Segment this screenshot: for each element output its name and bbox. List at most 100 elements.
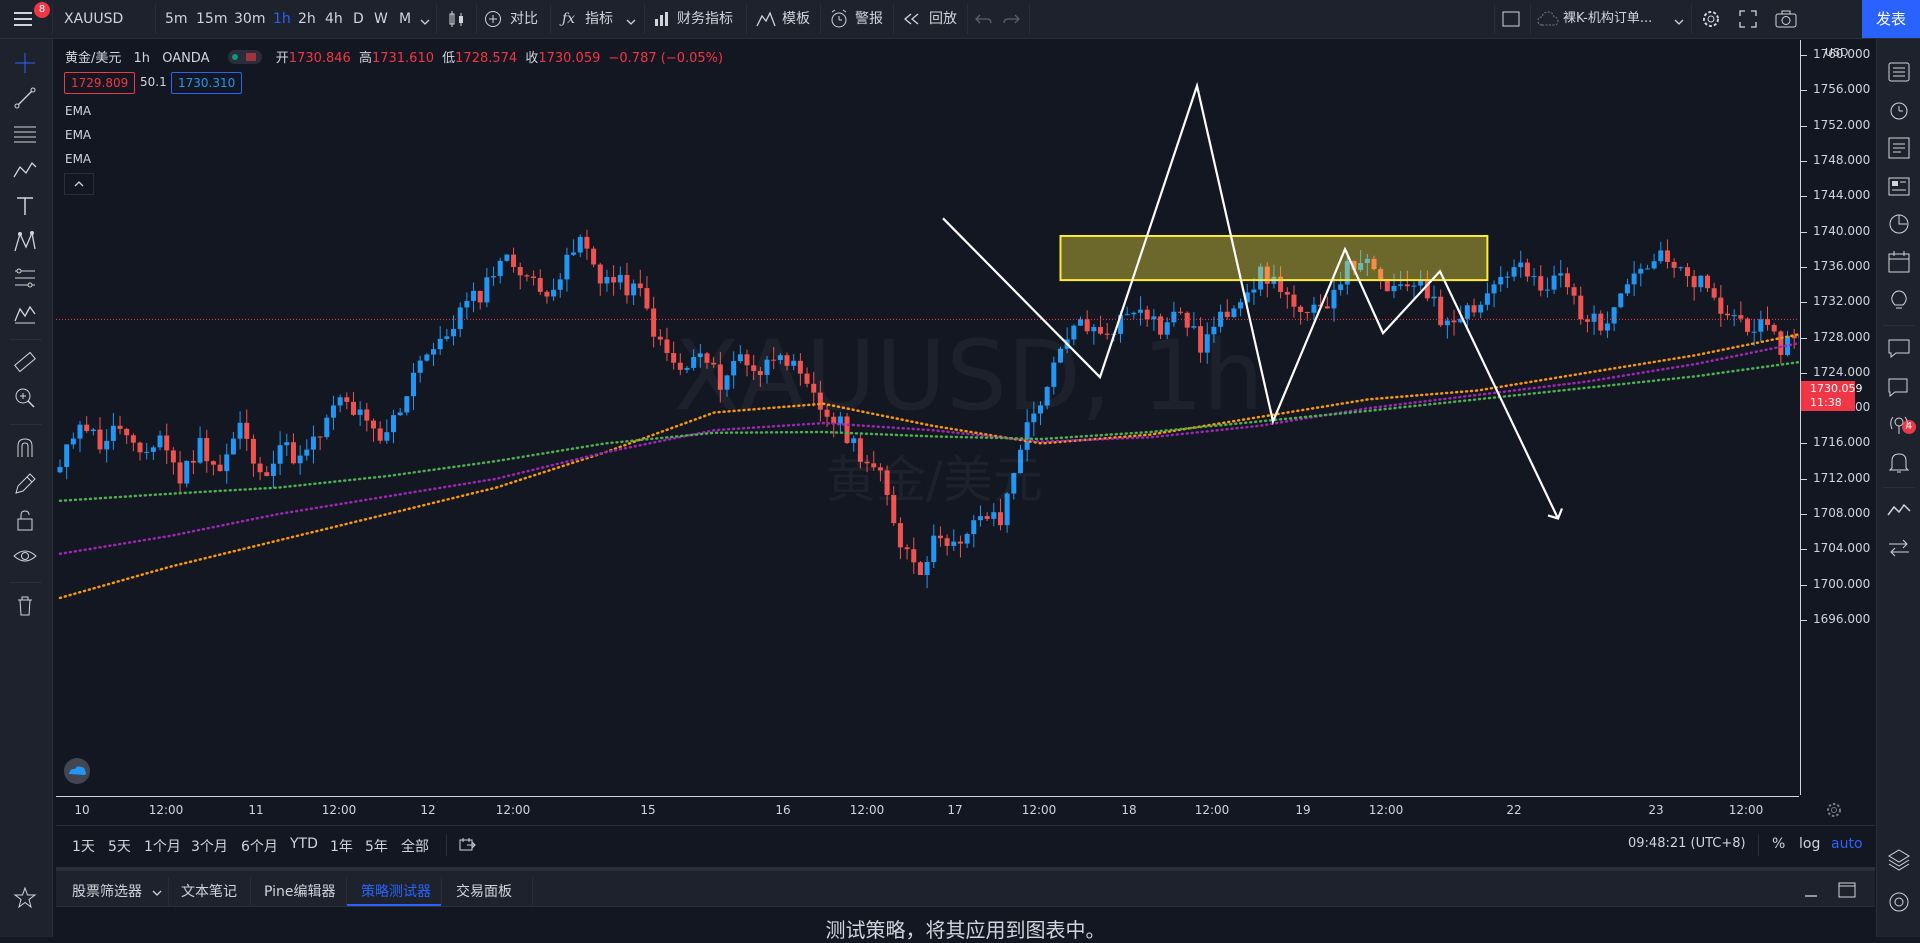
range-all[interactable]: 全部 <box>401 839 429 855</box>
layout-name[interactable]: 裸K-机构订单... <box>1563 11 1653 26</box>
camera-icon[interactable] <box>1775 10 1797 28</box>
ema-line[interactable] <box>58 300 1799 503</box>
ema-indicator-label[interactable]: EMA <box>65 128 92 142</box>
trend-line-icon[interactable] <box>12 85 38 111</box>
symbol-search[interactable]: XAUUSD <box>64 11 124 27</box>
dom-icon[interactable] <box>1886 535 1912 561</box>
zigzag-projection-line[interactable] <box>942 81 1559 519</box>
ema-line[interactable] <box>58 271 1799 600</box>
goto-date-icon[interactable] <box>459 837 477 853</box>
interval-m[interactable]: M <box>399 11 412 27</box>
range-1m[interactable]: 1个月 <box>144 839 181 855</box>
fx-icon[interactable]: ƒx <box>562 11 576 27</box>
tab-stock-screener[interactable]: 股票筛选器 <box>72 884 142 900</box>
interval-2h[interactable]: 2h <box>298 11 316 27</box>
messages-icon[interactable] <box>1886 373 1912 399</box>
compare-icon[interactable] <box>484 10 502 28</box>
candle-type-icon[interactable] <box>447 9 467 29</box>
brush-icon[interactable] <box>12 301 38 327</box>
streams-icon[interactable] <box>1886 411 1912 437</box>
tab-pine-editor[interactable]: Pine编辑器 <box>264 884 336 900</box>
lock-icon[interactable] <box>12 507 38 533</box>
hotlist-icon[interactable] <box>1886 211 1912 237</box>
ema-indicator-label[interactable]: EMA <box>65 104 92 118</box>
range-1y[interactable]: 1年 <box>330 839 353 855</box>
fullscreen-icon[interactable] <box>1739 10 1757 28</box>
crosshair-icon[interactable] <box>12 50 38 76</box>
data-window-icon[interactable] <box>1886 135 1912 161</box>
magnet-icon[interactable] <box>12 435 38 461</box>
layers-icon[interactable] <box>1886 847 1912 873</box>
compare-button[interactable]: 对比 <box>510 11 538 27</box>
tab-trading-panel[interactable]: 交易面板 <box>456 884 512 900</box>
horizontal-lines-icon[interactable] <box>12 121 38 147</box>
interval-w[interactable]: W <box>374 11 388 27</box>
tab-text-notes[interactable]: 文本笔记 <box>181 884 237 900</box>
interval-30m[interactable]: 30m <box>234 11 266 27</box>
alarm-clock-icon[interactable] <box>1886 97 1912 123</box>
indicators-button[interactable]: 指标 <box>585 11 613 27</box>
eye-icon[interactable] <box>12 543 38 569</box>
range-ytd[interactable]: YTD <box>290 836 318 852</box>
supply-zone-rectangle[interactable] <box>1059 234 1489 282</box>
interval-5m[interactable]: 5m <box>165 11 188 27</box>
financials-icon[interactable] <box>653 10 671 28</box>
trash-icon[interactable] <box>12 593 38 619</box>
percent-scale-toggle[interactable]: % <box>1772 836 1786 852</box>
watchlist-icon[interactable] <box>1886 59 1912 85</box>
financials-button[interactable]: 财务指标 <box>677 11 733 27</box>
chevron-down-icon[interactable] <box>420 15 430 25</box>
rewind-icon[interactable] <box>903 13 921 25</box>
forecast-icon[interactable] <box>12 265 38 291</box>
text-icon[interactable] <box>12 193 38 219</box>
calendar-icon[interactable] <box>1886 249 1912 275</box>
range-5y[interactable]: 5年 <box>365 839 388 855</box>
ruler-icon[interactable] <box>12 349 38 375</box>
ema-line[interactable] <box>58 289 1799 556</box>
chevron-down-icon[interactable] <box>1674 15 1684 25</box>
clock-timezone[interactable]: 09:48:21 (UTC+8) <box>1628 836 1746 851</box>
bid-button[interactable]: 1729.809 <box>64 72 136 94</box>
axis-settings-gear-icon[interactable] <box>1826 802 1842 818</box>
market-status-toggle[interactable] <box>227 50 262 64</box>
chat-icon[interactable] <box>1886 335 1912 361</box>
range-5d[interactable]: 5天 <box>108 839 131 855</box>
redo-icon[interactable] <box>1002 12 1020 26</box>
help-icon[interactable] <box>1886 889 1912 915</box>
range-6m[interactable]: 6个月 <box>241 839 278 855</box>
publish-button[interactable]: 发表 <box>1862 0 1920 38</box>
replay-button[interactable]: 回放 <box>929 11 957 27</box>
currency-label[interactable]: USD <box>1825 46 1849 59</box>
templates-icon[interactable] <box>756 10 776 28</box>
alerts-button[interactable]: 警报 <box>855 11 883 27</box>
symbol-title[interactable]: 黄金/美元 <box>65 51 122 66</box>
price-axis[interactable]: USD 1696.000 1700.000 1704.000 1708.000 1712… <box>1800 40 1875 795</box>
price-chart[interactable]: XAUUSD, 1h 黄金/美元 <box>56 40 1799 795</box>
cloud-icon[interactable] <box>1537 11 1559 27</box>
interval-d[interactable]: D <box>353 11 364 27</box>
trading-panel-icon[interactable] <box>1886 497 1912 523</box>
interval-4h[interactable]: 4h <box>325 11 343 27</box>
notifications-bell-icon[interactable] <box>1886 449 1912 475</box>
log-scale-toggle[interactable]: log <box>1799 836 1821 852</box>
tab-strategy-tester[interactable]: 策略测试器 <box>361 884 431 900</box>
range-1d[interactable]: 1天 <box>72 839 95 855</box>
gear-icon[interactable] <box>1701 9 1721 29</box>
chevron-down-icon[interactable] <box>626 15 636 25</box>
news-icon[interactable] <box>1886 173 1912 199</box>
minimize-panel-icon[interactable] <box>1803 883 1819 899</box>
collapse-indicators-button[interactable] <box>64 173 94 195</box>
auto-scale-toggle[interactable]: auto <box>1831 836 1863 852</box>
range-3m[interactable]: 3个月 <box>191 839 228 855</box>
chevron-down-icon[interactable] <box>152 886 162 896</box>
star-icon[interactable] <box>12 885 38 911</box>
interval-15m[interactable]: 15m <box>196 11 228 27</box>
layout-select-icon[interactable] <box>1502 11 1520 27</box>
templates-button[interactable]: 模板 <box>782 11 810 27</box>
pattern-icon[interactable] <box>12 157 38 183</box>
zoom-in-icon[interactable] <box>12 385 38 411</box>
ask-button[interactable]: 1730.310 <box>171 72 243 94</box>
maximize-panel-icon[interactable] <box>1838 882 1856 898</box>
menu-icon[interactable] <box>14 10 34 28</box>
xabcd-pattern-icon[interactable] <box>12 229 38 255</box>
